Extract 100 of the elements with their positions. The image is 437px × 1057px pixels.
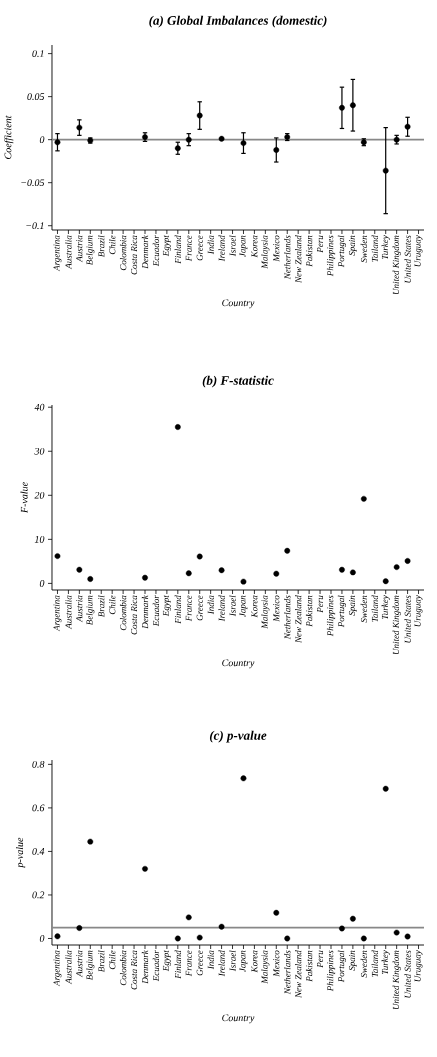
x-tick-label: Tailand xyxy=(371,235,378,262)
x-tick-label: Brazil xyxy=(98,235,105,258)
x-tick-label: Netherlands xyxy=(284,235,291,280)
point xyxy=(393,929,400,936)
point xyxy=(240,578,247,585)
y-tick-label: 0.4 xyxy=(32,848,45,855)
x-tick-label: Turkey xyxy=(381,595,390,620)
x-tick-label: Australia xyxy=(65,950,72,985)
point xyxy=(218,567,225,574)
point xyxy=(185,914,192,921)
y-tick-label: 0 xyxy=(39,136,45,144)
point xyxy=(273,147,280,153)
point xyxy=(240,140,247,146)
point xyxy=(76,124,83,131)
x-tick-label: Argentina xyxy=(53,595,62,632)
x-tick-label: Pakistan xyxy=(305,950,313,982)
x-tick-label: Korea xyxy=(251,950,258,973)
x-tick-label: Belgium xyxy=(86,595,95,626)
x-axis-title: Country xyxy=(222,659,255,669)
x-tick-label: France xyxy=(185,950,192,977)
y-tick-label: 30 xyxy=(34,447,45,455)
point xyxy=(87,576,94,582)
x-tick-label: Denmark xyxy=(141,595,149,629)
point xyxy=(339,925,345,932)
y-tick-label: −0.05 xyxy=(21,179,45,187)
x-tick-label: Chile xyxy=(109,950,116,970)
x-tick-label: Ireland xyxy=(218,235,225,262)
x-tick-label: Ireland xyxy=(218,950,225,977)
x-tick-label: Australia xyxy=(65,595,72,630)
point xyxy=(360,935,367,942)
x-tick-label: France xyxy=(185,235,192,262)
x-tick-label: Mexico xyxy=(273,595,280,622)
x-tick-label: Greece xyxy=(196,950,203,976)
x-tick-label: Ecuador xyxy=(152,235,160,267)
chart-title: (c) p-value xyxy=(209,730,267,743)
x-tick-label: France xyxy=(185,595,192,622)
point xyxy=(382,578,389,585)
point xyxy=(185,570,192,577)
y-tick-label: 0 xyxy=(39,935,45,942)
x-tick-label: Uruguay xyxy=(414,595,423,627)
y-tick-label: 0.8 xyxy=(32,760,45,768)
x-tick-label: Peru xyxy=(317,595,324,613)
x-tick-label: Israel xyxy=(229,950,236,972)
x-tick-label: Costa Rica xyxy=(131,235,138,275)
x-tick-label: Korea xyxy=(251,235,258,258)
x-tick-label: Uruguay xyxy=(414,950,423,982)
x-tick-label: Argentina xyxy=(53,235,62,272)
y-axis-title: Coefficient xyxy=(4,115,14,159)
x-tick-label: Egypt xyxy=(162,950,171,972)
x-tick-label: Malaysia xyxy=(261,235,270,269)
point xyxy=(404,123,411,130)
point xyxy=(76,566,83,573)
x-tick-label: Ireland xyxy=(218,595,225,622)
point xyxy=(87,838,94,845)
point xyxy=(273,909,280,916)
point xyxy=(404,933,411,940)
x-tick-label: New Zealand xyxy=(295,595,302,644)
x-tick-label: Finland xyxy=(174,235,181,264)
chart-title: (a) Global Imbalances (domestic) xyxy=(149,15,327,28)
x-tick-label: Chile xyxy=(109,235,116,255)
x-tick-label: Egypt xyxy=(162,595,171,617)
y-tick-label: 10 xyxy=(34,535,45,543)
x-tick-label: New Zealand xyxy=(295,950,302,999)
point xyxy=(349,102,356,109)
point xyxy=(54,553,61,559)
x-tick-label: Finland xyxy=(174,595,181,624)
y-tick-label: 0 xyxy=(39,580,45,587)
point xyxy=(174,935,181,942)
x-tick-label: Philippines xyxy=(326,235,336,277)
x-tick-label: Finland xyxy=(174,950,181,979)
x-tick-label: Sweden xyxy=(360,595,367,623)
x-tick-label: Denmark xyxy=(141,235,149,269)
x-tick-label: Korea xyxy=(251,595,258,618)
x-tick-label: Colombia xyxy=(119,950,127,986)
x-tick-label: Austria xyxy=(76,235,83,263)
point xyxy=(218,923,225,930)
x-tick-label: Belgium xyxy=(86,950,95,981)
x-tick-label: India xyxy=(207,950,214,970)
point xyxy=(76,925,83,931)
x-tick-label: Pakistan xyxy=(305,595,313,627)
y-tick-label: 0.05 xyxy=(27,93,45,101)
x-tick-label: Egypt xyxy=(162,235,171,257)
x-tick-label: Sweden xyxy=(360,235,367,263)
x-tick-label: Israel xyxy=(229,595,236,617)
x-tick-label: Malaysia xyxy=(261,595,270,629)
x-tick-label: Ecuador xyxy=(152,595,160,627)
x-tick-label: Turkey xyxy=(381,950,390,975)
x-tick-label: United Kingdom xyxy=(392,235,401,295)
point xyxy=(404,558,411,564)
x-tick-label: Colombia xyxy=(119,235,127,271)
x-tick-label: Greece xyxy=(196,595,203,621)
point xyxy=(142,574,148,581)
point xyxy=(196,934,203,941)
point xyxy=(382,167,389,174)
point xyxy=(142,865,148,872)
x-tick-label: Uruguay xyxy=(414,235,423,267)
x-tick-label: United Kingdom xyxy=(392,595,401,655)
x-tick-label: United States xyxy=(404,950,411,998)
x-tick-label: Japan xyxy=(239,595,248,618)
y-tick-label: 20 xyxy=(34,491,45,499)
